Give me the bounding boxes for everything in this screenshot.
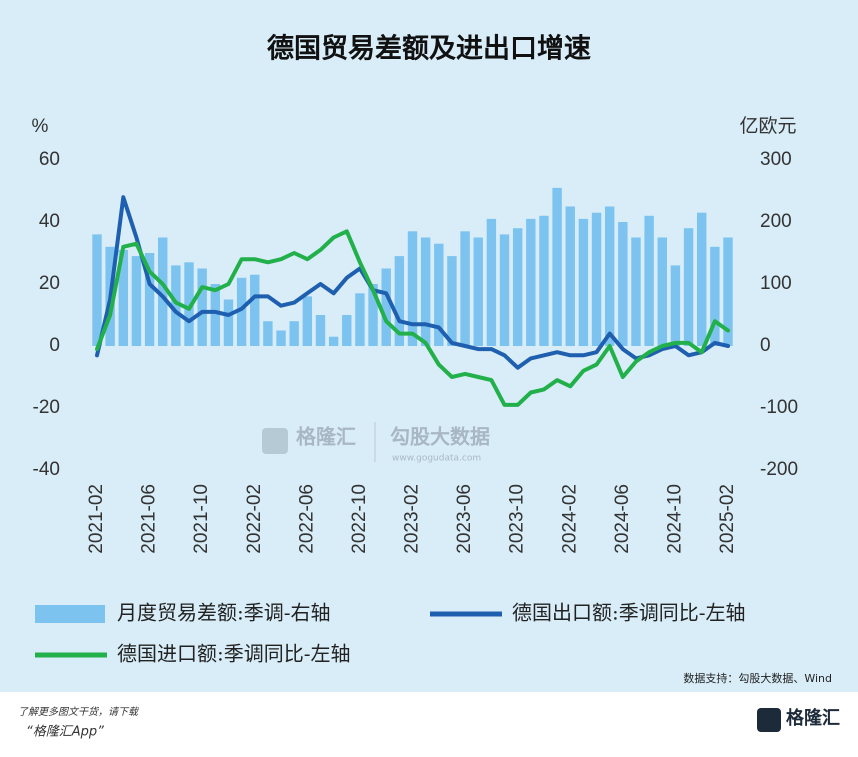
bar [144,253,155,346]
chart-title: 德国贸易差额及进出口增速 [267,33,591,65]
bar [552,187,562,346]
bar [447,256,457,346]
bar [644,215,654,346]
bar [578,218,589,346]
x-tick-label: 2023-06 [454,484,475,554]
x-tick-label: 2022-10 [349,484,370,554]
bar [539,215,549,346]
x-tick-label: 2023-10 [507,484,528,554]
y-tick-label: 60 [39,149,60,170]
bar [591,212,602,346]
bar [670,265,681,346]
y2-tick-label: 0 [760,335,771,356]
x-tick-label: 2022-02 [244,484,265,554]
bar [223,299,234,346]
x-tick-label: 2024-10 [664,484,685,554]
bar [236,277,247,346]
footer-line1: 了解更多图文干货，请下载 [18,706,140,718]
bar [381,268,391,346]
bar [460,231,470,346]
line [95,195,730,370]
legend-label: 月度贸易差额:季调-右轴 [117,601,331,625]
line [95,229,730,407]
watermark-url: www.gogudata.com [392,454,481,464]
bar [368,284,378,346]
y2-tick-label: 300 [760,149,792,170]
legend-swatch [35,605,105,623]
bar [289,321,299,346]
legend-label: 德国出口额:季调同比-左轴 [512,601,746,625]
y-tick-label: -40 [33,459,60,480]
bar [631,237,641,346]
bar [315,315,326,346]
watermark-icon [262,428,288,454]
bar [118,249,128,346]
bar [434,243,444,346]
x-tick-label: 2021-10 [191,484,212,554]
x-tick-label: 2024-06 [612,484,633,554]
y-tick-label: 20 [39,273,60,294]
y2-tick-label: 100 [760,273,792,294]
x-tick-label: 2021-06 [139,484,160,554]
bar [92,234,102,346]
bar [618,222,628,346]
bar [499,234,510,346]
bar [565,206,575,346]
bar [184,262,194,346]
y2-tick-label: -100 [760,397,798,418]
y-axis-label: % [32,116,49,137]
bar [512,228,523,346]
watermark-site: 勾股大数据 [390,425,490,449]
x-tick-label: 2023-02 [402,484,423,554]
bar [276,330,286,346]
bar [210,284,221,346]
bar [263,321,273,346]
bar [328,336,339,346]
watermark: 格隆汇 勾股大数据 www.gogudata.com [262,422,490,464]
bar [697,212,707,346]
source: 数据支持：勾股大数据、Wind [683,671,832,685]
x-tick-label: 2025-02 [717,484,738,554]
bar [657,237,667,346]
bar [526,218,536,346]
x-tick-label: 2022-06 [296,484,317,554]
bar [197,268,207,346]
footer-line2: “格隆汇App” [26,725,104,740]
footer-logo: 格隆汇 [786,707,840,729]
bar [604,206,615,346]
y-tick-label: 40 [39,211,60,232]
bar [250,274,260,346]
bar [394,256,405,346]
bar [486,218,497,346]
bar [473,237,483,346]
y-tick-label: 0 [49,335,60,356]
footer-logo-icon [757,708,781,732]
bar [302,296,313,346]
bar [710,246,720,346]
y-tick-label: -20 [33,397,60,418]
footer-bg [0,692,858,757]
bar [355,293,365,346]
y2-tick-label: -200 [760,459,798,480]
bar [683,228,694,346]
bar [723,237,733,346]
bar [171,265,181,346]
bar [342,315,352,346]
bar [407,231,418,346]
watermark-brand: 格隆汇 [296,425,356,449]
legend-label: 德国进口额:季调同比-左轴 [117,642,351,666]
x-tick-label: 2024-02 [559,484,580,554]
x-tick-label: 2021-02 [86,484,107,554]
y2-axis-label: 亿欧元 [739,115,796,137]
bar [131,256,142,346]
bar [158,237,168,346]
y2-tick-label: 200 [760,211,792,232]
bar [420,237,431,346]
